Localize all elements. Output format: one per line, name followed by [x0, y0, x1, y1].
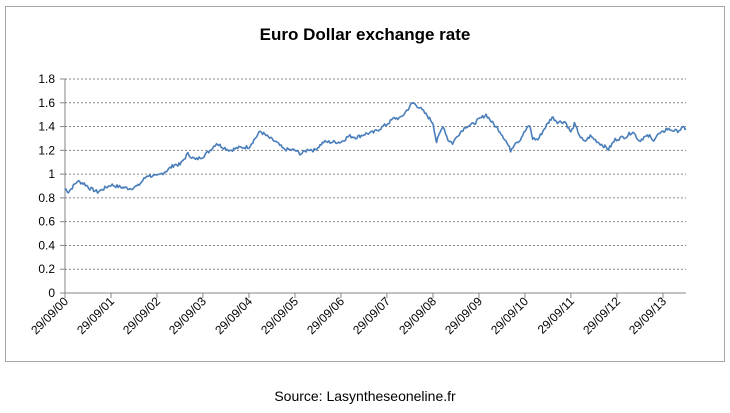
series-line	[64, 101, 687, 194]
x-tick-label: 29/09/12	[580, 294, 623, 337]
x-tick-label: 29/09/01	[74, 294, 117, 337]
x-tick-label: 29/09/08	[396, 294, 439, 337]
y-tick-label: 0.6	[38, 215, 55, 229]
y-tick-label: 1.6	[38, 96, 55, 110]
x-tick-label: 29/09/04	[212, 294, 255, 337]
y-tick-label: 0.2	[38, 262, 55, 276]
x-tick-label: 29/09/13	[626, 294, 669, 337]
y-tick-label: 1.8	[38, 72, 55, 86]
y-tick-label: 1	[48, 167, 55, 181]
y-tick-label: 0.8	[38, 191, 55, 205]
x-tick-label: 29/09/09	[442, 294, 485, 337]
x-tick-label: 29/09/06	[304, 294, 347, 337]
chart-title: Euro Dollar exchange rate	[259, 25, 471, 44]
axes	[60, 78, 686, 298]
x-tick-label: 29/09/10	[488, 294, 531, 337]
y-tick-label: 0	[48, 286, 55, 300]
x-tick-label: 29/09/00	[28, 294, 71, 337]
series-layer	[64, 101, 687, 194]
x-tick-label: 29/09/07	[350, 294, 393, 337]
y-tick-label: 0.4	[38, 238, 55, 252]
x-tick-label: 29/09/02	[120, 294, 163, 337]
x-tick-label: 29/09/05	[258, 294, 301, 337]
x-tick-label: 29/09/11	[535, 294, 578, 337]
x-tick-label: 29/09/03	[166, 294, 209, 337]
y-tick-labels: 0 0.2 0.4 0.6 0.8 1 1.2 1.4 1.6 1.8	[38, 72, 55, 300]
source-caption: Source: Lasyntheseoneline.fr	[274, 388, 456, 404]
gridlines	[65, 78, 686, 270]
x-tick-labels: 29/09/00 29/09/01 29/09/02 29/09/03 29/09/04…	[28, 294, 669, 337]
chart-frame	[5, 6, 725, 362]
y-tick-label: 1.2	[38, 143, 55, 157]
y-tick-label: 1.4	[38, 120, 55, 134]
